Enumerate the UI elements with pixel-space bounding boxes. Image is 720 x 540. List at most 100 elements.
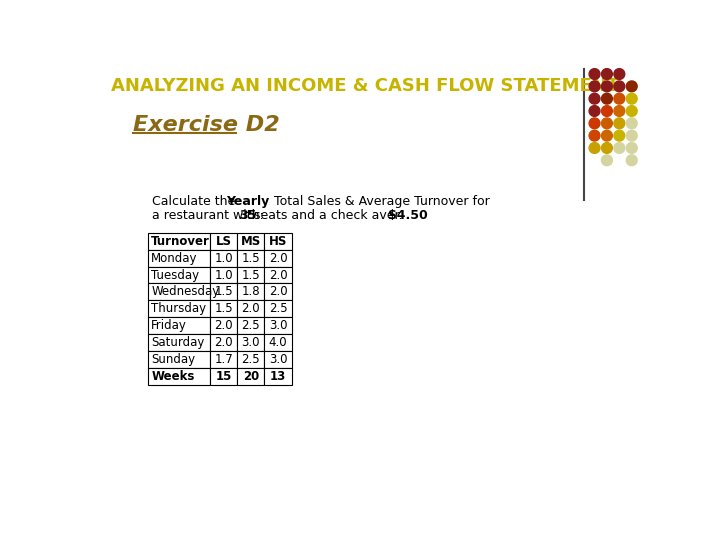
- Bar: [210, 267, 238, 284]
- Text: LS: LS: [216, 234, 232, 248]
- Text: Wednesday: Wednesday: [151, 286, 220, 299]
- Bar: [238, 267, 264, 284]
- Bar: [148, 284, 210, 300]
- Circle shape: [626, 118, 637, 129]
- Text: Weeks: Weeks: [151, 370, 194, 383]
- Circle shape: [601, 130, 612, 141]
- Circle shape: [601, 93, 612, 104]
- Bar: [210, 233, 238, 249]
- Bar: [210, 318, 238, 334]
- Bar: [148, 267, 210, 284]
- Text: HS: HS: [269, 234, 287, 248]
- Text: 2.0: 2.0: [215, 336, 233, 349]
- Text: 15: 15: [215, 370, 232, 383]
- Circle shape: [614, 143, 625, 153]
- Circle shape: [626, 106, 637, 117]
- Text: 2.0: 2.0: [269, 286, 287, 299]
- Bar: [210, 351, 238, 368]
- Bar: [238, 351, 264, 368]
- Bar: [264, 351, 292, 368]
- Bar: [238, 284, 264, 300]
- Text: 2.0: 2.0: [215, 319, 233, 332]
- Circle shape: [589, 118, 600, 129]
- Circle shape: [601, 106, 612, 117]
- Bar: [264, 334, 292, 351]
- Bar: [148, 318, 210, 334]
- Text: seats and a check aver.: seats and a check aver.: [254, 209, 402, 222]
- Circle shape: [626, 143, 637, 153]
- Bar: [264, 267, 292, 284]
- Circle shape: [614, 106, 625, 117]
- Text: 1.5: 1.5: [215, 302, 233, 315]
- Bar: [264, 300, 292, 318]
- Circle shape: [626, 155, 637, 166]
- Bar: [148, 249, 210, 267]
- Circle shape: [626, 81, 637, 92]
- Text: Total Sales & Average Turnover for: Total Sales & Average Turnover for: [274, 195, 490, 208]
- Circle shape: [589, 81, 600, 92]
- Circle shape: [601, 155, 612, 166]
- Bar: [210, 249, 238, 267]
- Circle shape: [601, 81, 612, 92]
- Bar: [238, 233, 264, 249]
- Text: 1.5: 1.5: [241, 252, 260, 265]
- Text: 20: 20: [243, 370, 259, 383]
- Text: 1.5: 1.5: [215, 286, 233, 299]
- Bar: [148, 368, 210, 385]
- Text: 1.8: 1.8: [241, 286, 260, 299]
- Bar: [238, 318, 264, 334]
- Text: MS: MS: [240, 234, 261, 248]
- Text: 1.5: 1.5: [241, 268, 260, 281]
- Text: 35: 35: [240, 209, 257, 222]
- Text: Saturday: Saturday: [151, 336, 204, 349]
- Text: 3.0: 3.0: [269, 319, 287, 332]
- Text: 2.5: 2.5: [241, 353, 260, 366]
- Circle shape: [626, 93, 637, 104]
- Text: 1.0: 1.0: [215, 252, 233, 265]
- Bar: [210, 284, 238, 300]
- Text: ANALYZING AN INCOME & CASH FLOW STATEMENT: ANALYZING AN INCOME & CASH FLOW STATEMEN…: [111, 77, 619, 96]
- Bar: [148, 233, 210, 249]
- Text: Tuesday: Tuesday: [151, 268, 199, 281]
- Circle shape: [614, 93, 625, 104]
- Bar: [210, 334, 238, 351]
- Bar: [148, 300, 210, 318]
- Bar: [210, 300, 238, 318]
- Bar: [264, 368, 292, 385]
- Circle shape: [601, 118, 612, 129]
- Bar: [238, 300, 264, 318]
- Text: Exercise D2: Exercise D2: [132, 115, 279, 135]
- Circle shape: [614, 69, 625, 79]
- Bar: [264, 284, 292, 300]
- Bar: [264, 318, 292, 334]
- Bar: [238, 368, 264, 385]
- Text: Turnover: Turnover: [151, 234, 210, 248]
- Circle shape: [589, 69, 600, 79]
- Bar: [148, 334, 210, 351]
- Circle shape: [614, 118, 625, 129]
- Text: Friday: Friday: [151, 319, 187, 332]
- Text: 2.5: 2.5: [269, 302, 287, 315]
- Text: 3.0: 3.0: [269, 353, 287, 366]
- Text: 2.0: 2.0: [241, 302, 260, 315]
- Circle shape: [614, 81, 625, 92]
- Bar: [264, 233, 292, 249]
- Text: 2.5: 2.5: [241, 319, 260, 332]
- Circle shape: [589, 130, 600, 141]
- Text: $4.50: $4.50: [388, 209, 428, 222]
- Text: Sunday: Sunday: [151, 353, 195, 366]
- Bar: [238, 334, 264, 351]
- Text: Yearly: Yearly: [225, 195, 269, 208]
- Text: Calculate the: Calculate the: [152, 195, 235, 208]
- Text: 4.0: 4.0: [269, 336, 287, 349]
- Circle shape: [614, 130, 625, 141]
- Circle shape: [589, 93, 600, 104]
- Text: 2.0: 2.0: [269, 252, 287, 265]
- Text: 1.0: 1.0: [215, 268, 233, 281]
- Bar: [210, 368, 238, 385]
- Text: 2.0: 2.0: [269, 268, 287, 281]
- Circle shape: [589, 106, 600, 117]
- Circle shape: [626, 130, 637, 141]
- Text: Thursday: Thursday: [151, 302, 207, 315]
- Text: 13: 13: [270, 370, 286, 383]
